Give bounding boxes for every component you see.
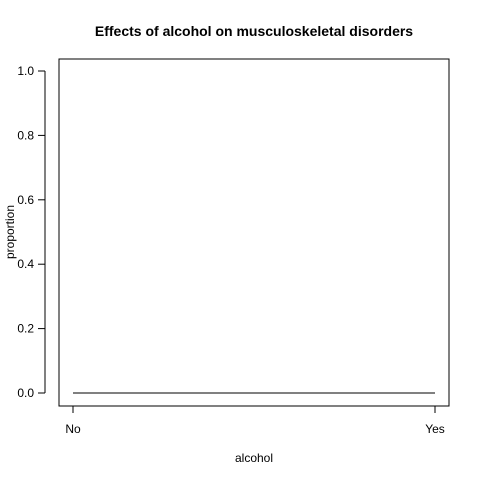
x-axis-label: alcohol <box>235 451 273 465</box>
y-tick-label: 0.2 <box>17 322 34 336</box>
y-tick-label: 0.0 <box>17 386 34 400</box>
y-tick-label: 0.8 <box>17 128 34 142</box>
y-tick-label: 0.6 <box>17 193 34 207</box>
chart-title: Effects of alcohol on musculoskeletal di… <box>95 23 413 39</box>
y-axis: 0.0 0.2 0.4 0.6 0.8 1.0 <box>17 64 46 400</box>
y-axis-label: proportion <box>3 205 17 259</box>
y-tick-label: 0.4 <box>17 257 34 271</box>
x-tick-label: No <box>65 422 81 436</box>
x-tick-label: Yes <box>425 422 445 436</box>
y-tick-label: 1.0 <box>17 64 34 78</box>
x-axis: No Yes <box>65 405 445 436</box>
plot-frame <box>58 58 450 407</box>
